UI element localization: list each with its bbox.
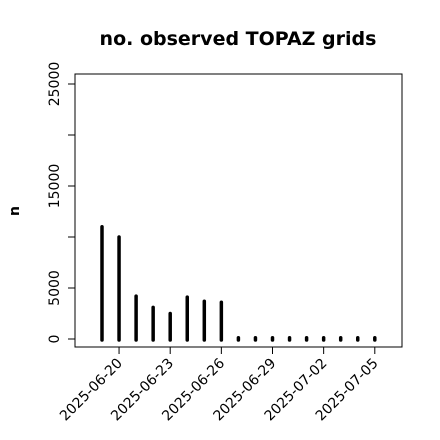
y-tick-label: 15000 (47, 164, 63, 209)
chart-title: no. observed TOPAZ grids (100, 28, 377, 50)
y-tick-label: 5000 (47, 270, 63, 306)
bars (100, 225, 377, 342)
plot-area (74, 73, 403, 348)
x-axis: 2025-06-202025-06-232025-06-262025-06-29… (57, 347, 382, 424)
y-tick-label: 25000 (47, 62, 63, 107)
y-axis-label: n (7, 206, 23, 216)
y-tick-label: 0 (47, 335, 63, 344)
y-axis: 0 5000 15000 25000 (47, 62, 75, 344)
